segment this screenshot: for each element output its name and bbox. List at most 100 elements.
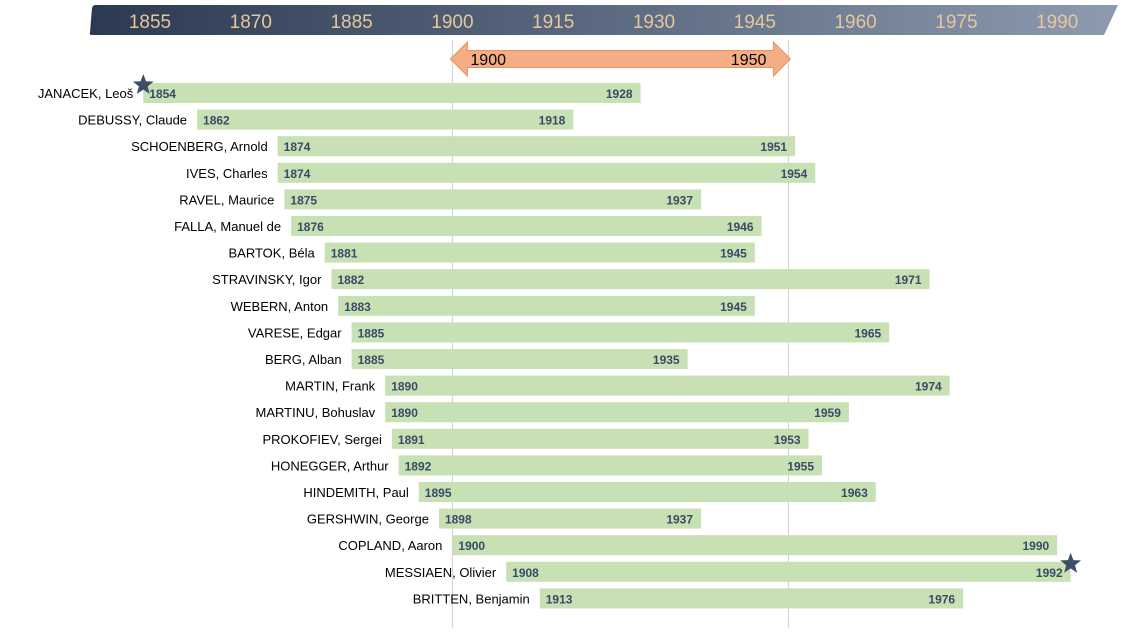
birth-year-label: 1913 xyxy=(546,592,573,606)
death-year-label: 1971 xyxy=(895,273,922,287)
birth-year-label: 1890 xyxy=(391,406,418,420)
birth-year-label: 1874 xyxy=(284,140,311,154)
death-year-label: 1990 xyxy=(1022,539,1049,553)
lifespan-bar xyxy=(391,428,809,449)
composer-row: FALLA, Manuel de 1876 1946 xyxy=(174,216,762,236)
death-year-label: 1965 xyxy=(854,326,881,340)
composer-row: STRAVINSKY, Igor 1882 1971 xyxy=(212,269,930,290)
x-tick-label: 1960 xyxy=(834,12,876,33)
birth-year-label: 1876 xyxy=(297,220,324,234)
death-year-label: 1937 xyxy=(666,193,693,207)
x-tick-label: 1885 xyxy=(330,12,372,33)
lifespan-bar xyxy=(506,561,1071,582)
lifespan-bar xyxy=(197,109,574,130)
death-year-label: 1935 xyxy=(653,353,680,367)
death-year-label: 1928 xyxy=(606,87,633,101)
lifespan-bar xyxy=(452,535,1058,556)
composer-row: DEBUSSY, Claude 1862 1918 xyxy=(78,109,574,130)
composer-row: GERSHWIN, George 1898 1937 xyxy=(307,508,702,529)
lifespan-bar xyxy=(143,83,641,103)
composer-name: PROKOFIEV, Sergei xyxy=(262,432,382,447)
x-tick-label: 1975 xyxy=(935,12,977,33)
birth-year-label: 1885 xyxy=(358,326,385,340)
lifespan-bar xyxy=(351,322,890,343)
death-year-label: 1946 xyxy=(727,220,754,234)
composer-row: SCHOENBERG, Arnold 1874 1951 xyxy=(131,136,796,157)
composer-name: MARTIN, Frank xyxy=(285,379,376,394)
lifespan-bar xyxy=(418,482,876,502)
composer-name: BERG, Alban xyxy=(265,352,342,367)
composer-name: SCHOENBERG, Arnold xyxy=(131,139,268,154)
birth-year-label: 1895 xyxy=(425,486,452,500)
composer-row: MARTINU, Bohuslav 1890 1959 xyxy=(256,402,849,423)
lifespan-bar xyxy=(385,402,849,423)
x-tick-label: 1870 xyxy=(230,12,272,33)
star-marker-icon xyxy=(132,74,154,94)
composer-name: STRAVINSKY, Igor xyxy=(212,272,322,287)
death-year-label: 1945 xyxy=(720,247,747,261)
lifespan-bars: JANACEK, Leoš 1854 1928 DEBUSSY, Claude 1862… xyxy=(38,74,1082,609)
death-year-label: 1974 xyxy=(915,380,942,394)
composer-row: BERG, Alban 1885 1935 xyxy=(265,349,688,369)
composer-name: JANACEK, Leoš xyxy=(38,86,134,101)
lifespan-bar xyxy=(277,136,796,157)
lifespan-bar xyxy=(351,349,688,369)
composer-row: MESSIAEN, Olivier 1908 1992 xyxy=(385,552,1082,582)
death-year-label: 1951 xyxy=(760,140,787,154)
birth-year-label: 1854 xyxy=(149,87,176,101)
header-band xyxy=(89,5,1118,35)
composer-row: MARTIN, Frank 1890 1974 xyxy=(285,375,950,396)
composer-name: FALLA, Manuel de xyxy=(174,219,281,234)
composer-row: COPLAND, Aaron 1900 1990 xyxy=(338,535,1058,556)
birth-year-label: 1890 xyxy=(391,380,418,394)
lifespan-bar xyxy=(277,162,816,183)
composer-row: BRITTEN, Benjamin 1913 1976 xyxy=(413,588,964,609)
highlight-start-label: 1900 xyxy=(470,52,506,69)
lifespan-bar xyxy=(438,508,702,529)
composer-name: COPLAND, Aaron xyxy=(338,538,442,553)
composer-row: JANACEK, Leoš 1854 1928 xyxy=(38,74,641,103)
composer-row: RAVEL, Maurice 1875 1937 xyxy=(179,189,702,210)
death-year-label: 1945 xyxy=(720,300,747,314)
star-marker-icon xyxy=(1060,552,1082,573)
death-year-label: 1955 xyxy=(787,459,814,473)
composer-name: VARESE, Edgar xyxy=(248,325,342,340)
composer-row: HONEGGER, Arthur 1892 1955 xyxy=(271,455,822,476)
composer-name: IVES, Charles xyxy=(186,166,268,181)
death-year-label: 1954 xyxy=(781,167,808,181)
composer-name: DEBUSSY, Claude xyxy=(78,113,187,128)
x-tick-label: 1915 xyxy=(532,12,574,33)
highlight-end-label: 1950 xyxy=(731,52,767,69)
death-year-label: 1953 xyxy=(774,433,801,447)
birth-year-label: 1862 xyxy=(203,114,230,128)
birth-year-label: 1881 xyxy=(331,247,358,261)
birth-year-label: 1892 xyxy=(405,459,432,473)
death-year-label: 1976 xyxy=(928,592,955,606)
lifespan-bar xyxy=(291,216,762,236)
birth-year-label: 1908 xyxy=(512,566,539,580)
birth-year-label: 1898 xyxy=(445,513,472,527)
x-tick-label: 1930 xyxy=(633,12,675,33)
composer-name: HINDEMITH, Paul xyxy=(303,485,409,500)
composer-name: BARTOK, Béla xyxy=(228,246,315,261)
year-axis-header: 1855 1870 1885 1900 1915 1930 1945 1960 1975 1990 xyxy=(89,5,1118,35)
highlight-range: 1900 1950 xyxy=(449,40,792,78)
birth-year-label: 1882 xyxy=(337,273,364,287)
composer-name: RAVEL, Maurice xyxy=(179,192,274,207)
death-year-label: 1918 xyxy=(539,114,566,128)
lifespan-bar xyxy=(398,455,822,476)
composer-name: WEBERN, Anton xyxy=(231,299,329,314)
lifespan-bar xyxy=(284,189,702,210)
x-tick-label: 1900 xyxy=(431,12,473,33)
death-year-label: 1992 xyxy=(1036,566,1063,580)
composer-row: IVES, Charles 1874 1954 xyxy=(186,162,816,183)
composer-row: HINDEMITH, Paul 1895 1963 xyxy=(303,482,876,502)
lifespan-bar xyxy=(331,269,930,290)
birth-year-label: 1891 xyxy=(398,433,425,447)
death-year-label: 1937 xyxy=(666,513,693,527)
composer-name: GERSHWIN, George xyxy=(307,512,429,527)
death-year-label: 1963 xyxy=(841,486,868,500)
composer-name: HONEGGER, Arthur xyxy=(271,458,389,473)
composer-row: PROKOFIEV, Sergei 1891 1953 xyxy=(262,428,809,449)
